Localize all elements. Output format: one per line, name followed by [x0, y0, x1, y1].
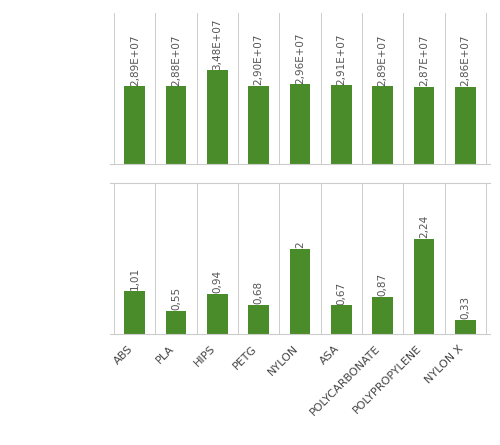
Text: 0,87: 0,87: [378, 273, 388, 296]
Bar: [248, 86, 269, 165]
Text: 2,89E+07: 2,89E+07: [378, 34, 388, 85]
Bar: [207, 294, 228, 334]
Text: 0,55: 0,55: [171, 287, 181, 310]
Bar: [455, 87, 475, 165]
Bar: [248, 305, 269, 334]
Bar: [331, 306, 351, 334]
Text: 2: 2: [295, 242, 305, 248]
Y-axis label: URES
deformation
$(mm)$: URES deformation $(mm)$: [0, 220, 22, 296]
Text: 2,90E+07: 2,90E+07: [254, 34, 264, 85]
Bar: [372, 297, 393, 334]
Text: 2,89E+07: 2,89E+07: [130, 34, 140, 85]
Text: 2,96E+07: 2,96E+07: [295, 32, 305, 84]
Bar: [372, 86, 393, 165]
Text: 1,01: 1,01: [130, 267, 140, 290]
Bar: [414, 87, 434, 165]
Y-axis label: Von mises
maximum stress
$(N/m^2)$: Von mises maximum stress $(N/m^2)$: [0, 37, 24, 141]
Bar: [414, 239, 434, 334]
Text: 0,94: 0,94: [212, 270, 222, 293]
Text: 2,24: 2,24: [419, 215, 429, 239]
Text: 3,48E+07: 3,48E+07: [212, 18, 222, 69]
Bar: [331, 85, 351, 165]
Text: 2,86E+07: 2,86E+07: [460, 35, 470, 86]
Bar: [207, 70, 228, 165]
Text: 0,67: 0,67: [336, 281, 346, 304]
Text: 0,68: 0,68: [254, 281, 264, 304]
Text: 0,33: 0,33: [460, 296, 470, 319]
Bar: [455, 320, 475, 334]
Text: 2,88E+07: 2,88E+07: [171, 34, 181, 86]
Bar: [290, 84, 310, 165]
Text: 2,91E+07: 2,91E+07: [336, 33, 346, 85]
Bar: [124, 86, 145, 165]
Bar: [166, 311, 186, 334]
Bar: [290, 249, 310, 334]
Text: 2,87E+07: 2,87E+07: [419, 35, 429, 86]
Bar: [124, 291, 145, 334]
Bar: [166, 86, 186, 165]
